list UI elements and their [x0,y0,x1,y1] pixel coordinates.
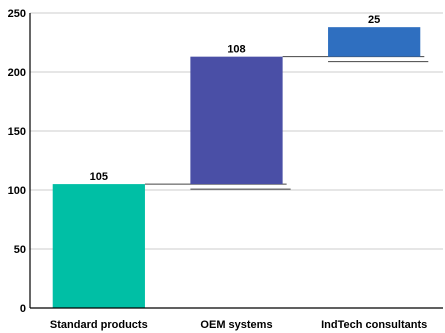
bar [328,27,421,57]
data-label: 25 [368,14,380,26]
connectors [144,56,429,190]
y-tick-label: 250 [8,8,26,20]
category-label: IndTech consultants [321,319,427,331]
y-tick-label: 150 [8,126,26,138]
y-tick-label: 0 [20,303,26,315]
data-labels: 105 108 25 [90,14,381,183]
bar [52,184,145,308]
y-tick-label: 50 [14,244,26,256]
y-axis-ticks: 0 50 100 150 200 250 [8,8,26,315]
y-tick-label: 100 [8,185,26,197]
data-label: 108 [227,44,245,56]
y-tick-label: 200 [8,67,26,79]
category-label: Standard products [50,319,148,331]
bars [52,27,421,308]
category-label: OEM systems [200,319,272,331]
x-axis-categories: Standard products OEM systems IndTech cons… [50,319,427,331]
bar [190,56,283,185]
data-label: 105 [90,171,108,183]
